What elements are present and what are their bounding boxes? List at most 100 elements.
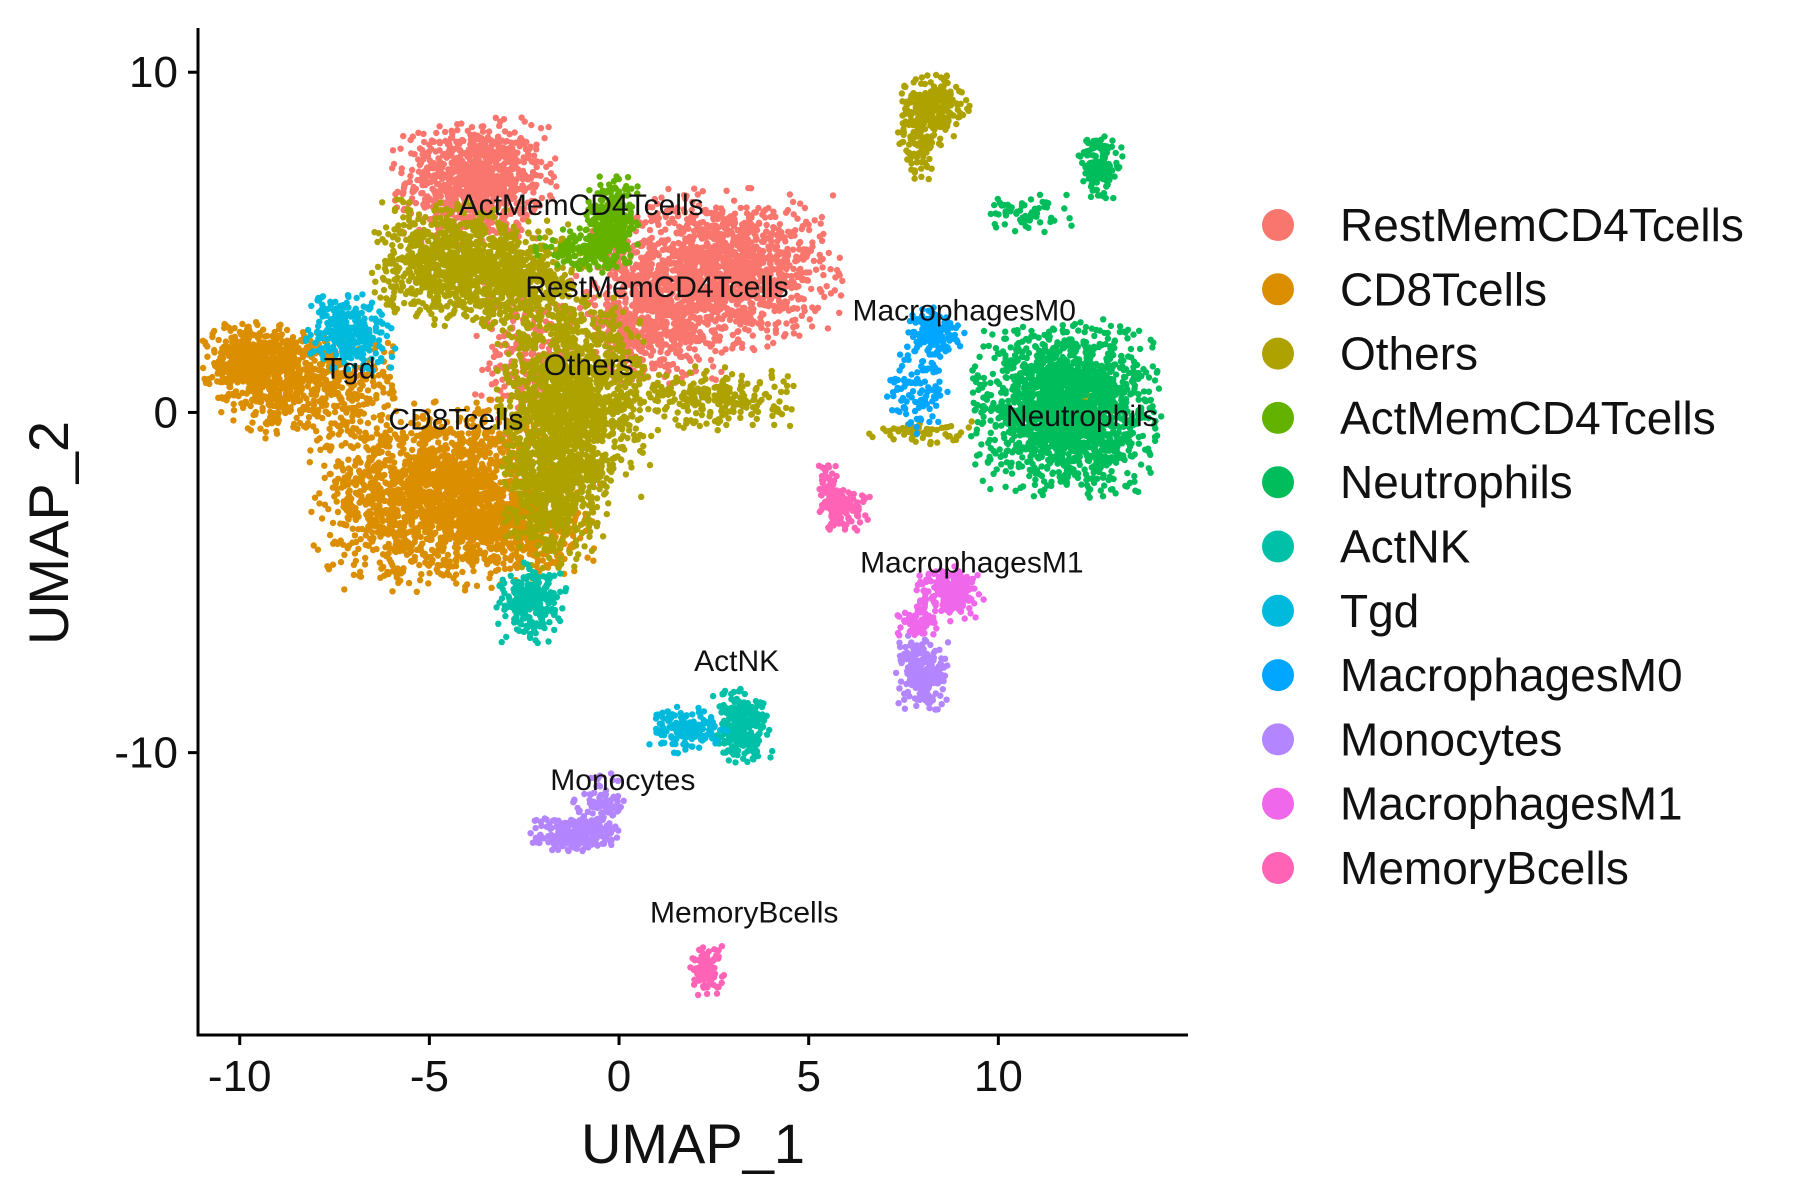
data-point [771,224,778,232]
data-point [505,145,513,152]
data-point [493,452,500,460]
data-point [642,239,649,246]
data-point [478,164,485,172]
data-point [767,213,774,221]
data-point [538,194,546,202]
data-point [337,427,345,435]
data-point [249,419,256,426]
data-point [796,332,803,339]
data-point [386,435,394,442]
data-point [533,141,540,148]
data-point [526,145,533,152]
data-point [314,412,321,419]
data-point [364,387,372,394]
data-point [743,204,750,211]
data-point [709,363,717,370]
data-point [249,377,256,385]
data-point [658,312,665,319]
data-point [696,328,704,336]
data-point [763,327,771,334]
data-point [662,226,669,233]
data-point [659,257,666,264]
data-point [450,190,457,197]
data-point [715,324,722,331]
data-point [285,347,292,354]
data-point [247,427,254,434]
data-point [227,327,234,334]
data-point [242,376,249,383]
data-point [499,144,506,151]
data-point [660,330,668,337]
data-point [490,353,498,361]
data-point [790,265,797,273]
data-point [205,375,213,383]
data-point [801,204,809,212]
data-point [511,129,518,136]
data-point [761,214,769,221]
data-point [290,393,298,401]
data-point [489,227,496,234]
data-point [319,395,326,403]
data-point [517,134,524,142]
data-point [247,402,254,410]
data-point [797,295,804,302]
data-point [261,333,269,340]
data-point [792,316,799,323]
data-point [349,413,356,420]
data-point [420,130,427,138]
data-point [547,160,554,168]
data-point [730,197,738,204]
data-point [308,367,316,374]
data-point [262,435,269,442]
data-point [283,372,291,380]
data-point [290,343,297,350]
data-point [370,414,377,421]
data-point [296,407,304,414]
data-point [690,303,698,310]
data-point [389,147,397,154]
data-point [305,414,313,421]
data-point [685,320,692,327]
data-point [547,179,554,186]
data-point [729,215,736,223]
data-point [499,179,506,186]
data-point [257,425,264,432]
data-point [710,214,717,221]
data-point [730,341,737,348]
data-point [454,144,461,151]
data-point [677,336,684,343]
data-point [491,140,499,147]
data-point [440,150,448,158]
data-point [440,161,447,168]
data-point [749,249,757,257]
data-point [647,344,655,351]
data-point [270,402,277,410]
data-point [682,235,689,242]
data-point [756,220,763,227]
data-point [740,315,747,323]
data-point [553,183,560,190]
data-point [772,321,779,328]
data-point [337,395,344,403]
data-point [352,538,360,546]
data-point [330,402,338,409]
data-point [816,286,824,293]
data-point [230,417,237,424]
data-point [552,155,559,162]
data-point [375,372,383,379]
data-point [273,375,280,382]
data-point [650,308,657,315]
data-point [794,273,801,281]
data-point [763,228,770,235]
data-point [783,320,790,327]
data-point [461,587,469,594]
data-point [770,339,777,347]
data-point [412,199,420,207]
data-point [234,379,241,386]
data-point [277,368,284,375]
data-point [696,317,703,324]
data-point [650,333,657,340]
data-point [232,341,240,348]
data-point [257,390,264,398]
data-point [408,166,416,174]
